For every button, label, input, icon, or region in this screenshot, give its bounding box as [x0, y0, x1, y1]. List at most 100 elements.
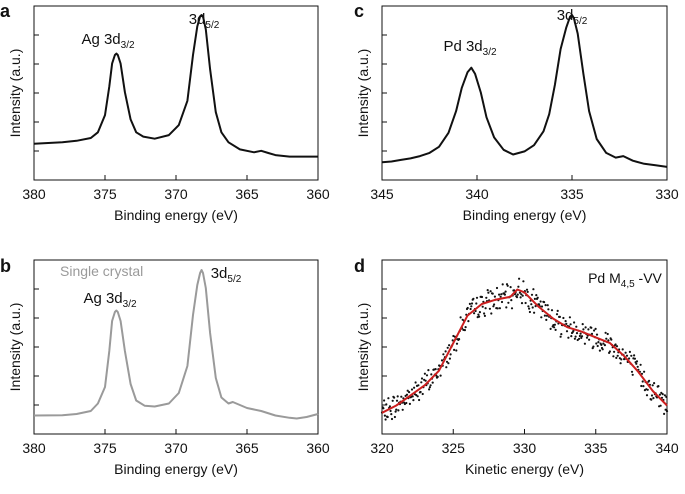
data-point: [424, 379, 427, 382]
data-point: [408, 391, 411, 394]
x-axis-label: Kinetic energy (eV): [465, 461, 584, 477]
data-point: [650, 398, 653, 401]
data-point: [642, 385, 645, 388]
data-point: [663, 412, 666, 415]
data-point: [414, 381, 417, 384]
data-point: [397, 409, 400, 412]
panel-letter: a: [0, 1, 11, 21]
data-point: [419, 390, 422, 394]
data-point: [505, 306, 508, 309]
data-point: [560, 333, 563, 336]
data-point: [521, 294, 524, 297]
data-point: [532, 288, 535, 291]
data-point: [455, 342, 459, 345]
data-point: [597, 341, 600, 344]
data-point: [527, 305, 530, 308]
data-point: [446, 346, 449, 349]
data-point: [606, 332, 609, 336]
x-tick-label: 360: [306, 186, 330, 202]
data-point: [448, 344, 451, 347]
x-tick-label: 335: [560, 186, 584, 202]
data-point: [393, 415, 396, 419]
data-point: [468, 302, 471, 305]
data-point: [605, 337, 608, 340]
data-point: [588, 338, 591, 341]
data-point: [475, 296, 479, 299]
data-point: [530, 293, 534, 296]
data-point: [522, 280, 525, 283]
data-point: [612, 355, 615, 358]
data-point: [498, 293, 501, 296]
data-point: [582, 328, 585, 331]
data-point: [610, 338, 613, 341]
data-point: [651, 384, 654, 387]
data-point: [665, 410, 669, 413]
data-point: [478, 311, 481, 314]
data-point: [590, 332, 594, 335]
data-point: [509, 286, 512, 289]
data-point: [428, 388, 431, 391]
data-point: [595, 342, 598, 345]
data-point: [466, 306, 469, 310]
data-point: [553, 323, 557, 326]
data-point: [510, 307, 514, 310]
data-point: [449, 353, 452, 356]
data-point: [445, 360, 449, 363]
data-point: [633, 357, 637, 360]
data-point: [641, 380, 644, 383]
data-point: [590, 326, 593, 329]
data-point: [549, 327, 552, 330]
data-point: [528, 310, 532, 314]
data-point: [615, 356, 618, 359]
data-point: [583, 342, 587, 345]
data-point: [603, 344, 607, 347]
data-point: [635, 362, 638, 365]
x-tick-label: 370: [164, 440, 188, 456]
data-point: [533, 297, 537, 300]
data-point: [513, 289, 516, 292]
data-point: [498, 307, 501, 310]
data-point: [562, 316, 565, 320]
fit-line: [381, 288, 668, 414]
data-point: [500, 293, 503, 296]
series-line: [33, 14, 318, 158]
data-point: [382, 407, 385, 410]
data-point: [594, 327, 597, 330]
data-point: [387, 397, 390, 400]
data-point: [555, 313, 559, 316]
data-point: [574, 335, 577, 338]
data-point: [428, 386, 431, 389]
data-point: [484, 307, 487, 310]
data-point: [573, 321, 576, 324]
data-point: [540, 305, 544, 308]
chart-panel-c: c 345 340 335 330 Binding energy (eV) Intensit…: [354, 1, 679, 223]
data-point: [545, 318, 548, 321]
data-point: [568, 316, 572, 319]
data-point: [575, 325, 578, 328]
data-point: [496, 307, 499, 310]
plot-frame: [33, 259, 319, 435]
data-point: [486, 289, 489, 292]
data-point: [660, 396, 664, 399]
x-tick-label: 325: [442, 440, 466, 456]
data-point: [520, 302, 524, 305]
data-point: [584, 326, 587, 329]
x-tick-label: 330: [655, 186, 679, 202]
data-point: [615, 345, 619, 348]
data-point: [515, 296, 519, 299]
x-tick-label: 335: [584, 440, 608, 456]
data-point: [453, 348, 456, 351]
data-point: [463, 329, 466, 332]
data-point: [624, 351, 627, 354]
data-point: [400, 395, 403, 398]
data-point: [659, 404, 662, 407]
data-point: [539, 300, 542, 303]
panel-letter: d: [354, 256, 365, 276]
data-point: [525, 288, 529, 291]
data-point: [405, 401, 408, 405]
data-point: [477, 313, 480, 316]
chart-panel-b: b 380 375 370 365 360 Binding energy (eV) Inten…: [0, 256, 330, 477]
data-point: [623, 358, 626, 361]
data-point: [593, 329, 596, 332]
